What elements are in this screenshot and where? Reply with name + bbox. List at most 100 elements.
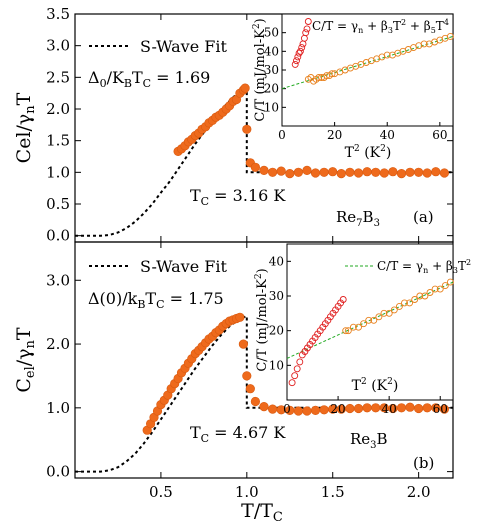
inset-x-tick-label: 20	[330, 402, 345, 416]
inset-normal-point	[375, 313, 383, 321]
inset-y-tick-label: 10	[264, 100, 279, 114]
inset-normal-point	[401, 299, 408, 307]
inset-normal-point	[385, 309, 393, 317]
panel-b-inset-data-points	[288, 278, 454, 387]
data-point	[345, 167, 355, 177]
inset-normal-point	[344, 327, 352, 335]
panel-a-ylabel: Cel/γnT	[13, 92, 38, 163]
inset-normal-point	[421, 292, 429, 300]
inset-normal-point	[383, 51, 391, 59]
panel-b-panel-label: (b)	[413, 454, 434, 472]
inset-normal-point	[355, 323, 362, 331]
inset-sc-point	[293, 57, 300, 65]
data-point	[371, 403, 381, 413]
data-point	[353, 403, 364, 414]
data-point	[319, 167, 329, 177]
inset-normal-point	[441, 282, 449, 290]
panel-b-inset-xlabel: T2 (K2)	[352, 377, 399, 394]
inset-y-tick-label: 10	[269, 358, 284, 372]
panel-b-data-points	[142, 312, 450, 435]
data-point	[362, 167, 372, 177]
data-point	[396, 403, 407, 413]
inset-sc-point	[302, 29, 310, 37]
inset-y-tick-label: 20	[264, 82, 279, 96]
panel-a-ticks: 0.0 0.5 1.0 1.5 2.0 2.5 3.0 3.5	[46, 5, 453, 245]
data-point	[414, 403, 424, 414]
x-tick-label: 2.0	[407, 483, 431, 501]
y-tick-label: 1.0	[46, 163, 70, 181]
inset-sc-point	[296, 358, 304, 366]
x-tick-label: 0.5	[149, 483, 173, 501]
data-point	[379, 168, 389, 178]
inset-sc-point	[311, 334, 319, 342]
inset-sc-point	[298, 44, 306, 52]
inset-y-tick-label: 30	[264, 63, 279, 77]
data-point	[238, 339, 248, 349]
inset-y-tick-label: 20	[269, 324, 284, 338]
inset-y-tick-label: 40	[269, 254, 284, 268]
inset-normal-point	[420, 40, 428, 48]
panel-b-legend-label: S-Wave Fit	[140, 257, 227, 276]
data-point	[345, 403, 355, 414]
data-point	[414, 167, 424, 177]
data-point	[439, 168, 450, 178]
inset-sc-point	[324, 316, 332, 324]
inset-normal-point	[395, 302, 403, 310]
y-tick-label: 1.5	[46, 132, 70, 150]
inset-y-tick-label: 40	[264, 44, 279, 58]
panel-b-inset-fit-line	[286, 281, 454, 359]
inset-normal-point	[365, 316, 373, 324]
inset-sc-point	[319, 323, 327, 331]
data-point	[431, 167, 441, 177]
data-point	[310, 405, 321, 416]
inset-normal-point	[411, 296, 419, 303]
data-point	[302, 406, 312, 416]
data-point	[242, 371, 252, 381]
inset-x-tick-label: 0	[283, 402, 291, 416]
inset-x-tick-label: 0	[278, 128, 286, 142]
inset-normal-point	[416, 292, 424, 300]
data-point	[293, 167, 304, 177]
panel-a-panel-label: (a)	[413, 208, 434, 226]
y-tick-label: 3.0	[46, 37, 70, 55]
panel-b-inset-ticks: 10 20 30 40 0 20 40 60	[269, 254, 448, 416]
x-tick-label: 1.5	[321, 483, 345, 501]
data-point	[319, 405, 329, 415]
inset-normal-point	[370, 316, 378, 324]
inset-sc-point	[339, 296, 347, 303]
panel-a-inset-frame	[281, 13, 454, 127]
inset-y-tick-label: 30	[269, 289, 284, 303]
inset-sc-point	[301, 348, 309, 355]
data-point	[240, 83, 250, 93]
data-point	[276, 166, 286, 176]
panel-b-inset: 10 20 30 40 0 20 40 60 C/T = γn + β3T2 C/T (mJ/…	[254, 243, 471, 416]
data-point	[422, 403, 432, 413]
data-point	[336, 169, 346, 179]
panel-b: 0.0 1.0 2.0 3.0 0.5 1.0 1.5 2.0 S-Wave Fit Δ(0)…	[13, 241, 471, 501]
data-point	[259, 402, 269, 412]
panel-a-gap-label: Δ0/KBTC = 1.69	[88, 68, 210, 90]
inset-sc-point	[288, 379, 296, 387]
inset-sc-point	[296, 47, 304, 55]
inset-normal-point	[328, 70, 336, 78]
data-point	[405, 167, 415, 177]
inset-normal-point	[406, 299, 414, 307]
inset-normal-point	[349, 323, 357, 331]
inset-sc-point	[334, 302, 342, 310]
inset-normal-point	[436, 285, 444, 293]
y-tick-label: 3.0	[46, 271, 70, 289]
inset-sc-point	[295, 49, 303, 57]
panel-a-inset-xlabel: T2 (K2)	[345, 144, 392, 161]
inset-normal-point	[380, 309, 388, 317]
panel-a-inset: 10 20 30 40 50 0 20 40 60 C/T = γn + β3T2 + β5T4…	[252, 13, 454, 161]
inset-normal-point	[342, 327, 350, 335]
inset-sc-point	[303, 25, 311, 33]
panel-a-sample-label: Re7B3	[336, 208, 380, 229]
data-point	[250, 396, 260, 407]
y-tick-label: 0.5	[46, 195, 70, 213]
panel-b-inset-title: C/T = γn + β3T2	[377, 258, 471, 275]
inset-x-tick-label: 60	[432, 128, 447, 142]
y-tick-label: 0.0	[46, 463, 70, 481]
data-point	[439, 404, 450, 414]
inset-y-tick-label: 50	[264, 26, 279, 40]
